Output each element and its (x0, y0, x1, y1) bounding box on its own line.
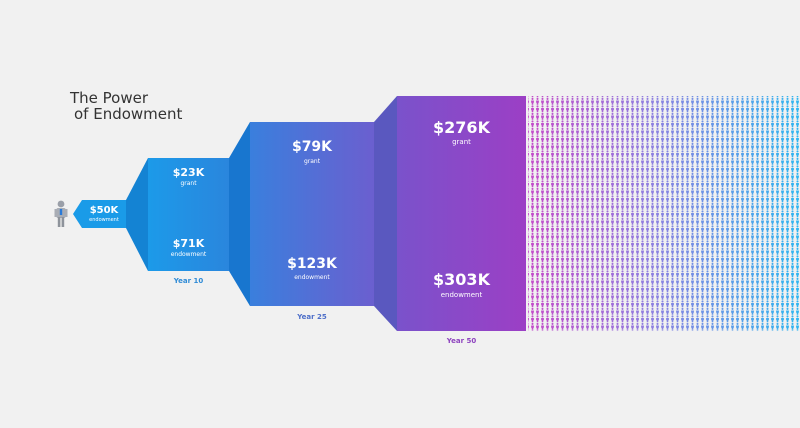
year10-grant-value: $23K (172, 166, 205, 179)
title-line-1: The Power (70, 89, 149, 107)
stage-year50-block (397, 96, 526, 331)
initial-endowment-value: $50K (89, 205, 119, 216)
year50-label: Year 50 (446, 337, 477, 345)
initial-endowment-caption: endowment (89, 217, 119, 223)
year10-endowment-caption: endowment (170, 251, 207, 258)
people-crowd-icon (528, 96, 800, 331)
year50-grant-value: $276K (433, 118, 490, 137)
year10-grant-caption: grant (180, 180, 197, 187)
year50-endowment-caption: endowment (440, 291, 483, 299)
year25-label: Year 25 (297, 313, 327, 321)
stage-year10-block (148, 158, 229, 271)
year10-label: Year 10 (173, 277, 204, 285)
year25-grant-value: $79K (291, 139, 333, 155)
connector-year10 (126, 158, 148, 271)
stage-year25-block (250, 122, 374, 306)
person-icon (54, 200, 68, 227)
year10-endowment-value: $71K (172, 237, 205, 250)
initial-endowment-shape (73, 200, 126, 228)
connector-year25 (229, 122, 250, 306)
year50-endowment-value: $303K (433, 270, 490, 289)
year25-grant-caption: grant (303, 158, 321, 165)
year50-grant-caption: grant (452, 138, 471, 146)
year25-endowment-caption: endowment (294, 274, 330, 281)
title-line-2: of Endowment (74, 105, 183, 123)
connector-year50 (374, 96, 397, 331)
year25-endowment-value: $123K (287, 256, 337, 272)
page-title: The Power of Endowment (70, 90, 182, 122)
